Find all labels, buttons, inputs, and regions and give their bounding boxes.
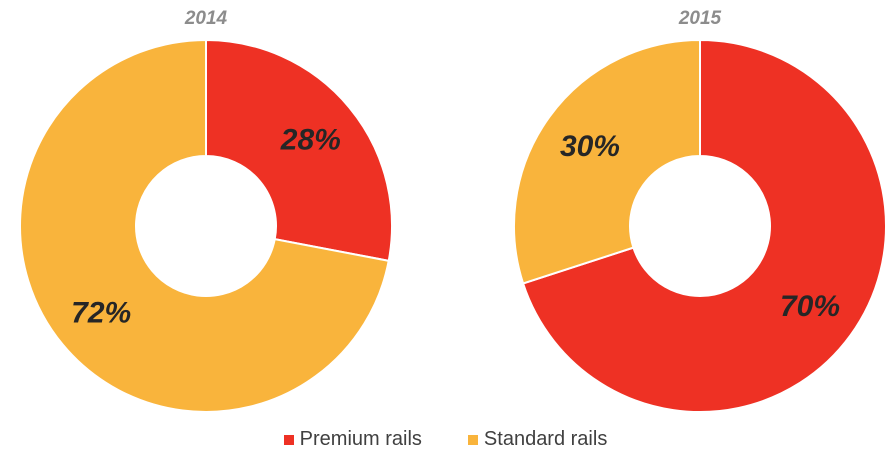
- data-label-2015-premium-rails: 70%: [780, 290, 840, 323]
- chart-title-2015: 2015: [678, 8, 722, 29]
- data-label-2014-standard-rails: 72%: [71, 297, 131, 330]
- data-label-2014-premium-rails: 28%: [280, 123, 341, 156]
- slice-2014-standard-rails: [19, 38, 390, 413]
- legend-label-standard: Standard rails: [483, 428, 608, 450]
- slice-2014-premium-rails: [205, 38, 393, 263]
- donut-2015: 70% 30%: [513, 38, 887, 413]
- chart-title-2014: 2014: [184, 8, 228, 29]
- legend-swatch-premium: [283, 434, 294, 445]
- legend-item-standard: Standard rails: [467, 428, 608, 451]
- legend-label-premium: Premium rails: [299, 428, 422, 450]
- legend-item-premium: Premium rails: [283, 428, 422, 451]
- slice-2015-premium-rails: [521, 38, 887, 413]
- donut-2014: 28% 72%: [19, 38, 393, 413]
- legend: Premium rails Standard rails: [0, 428, 891, 451]
- data-label-2015-standard-rails: 30%: [560, 130, 620, 163]
- legend-swatch-standard: [467, 434, 478, 445]
- slice-2015-standard-rails: [513, 38, 701, 285]
